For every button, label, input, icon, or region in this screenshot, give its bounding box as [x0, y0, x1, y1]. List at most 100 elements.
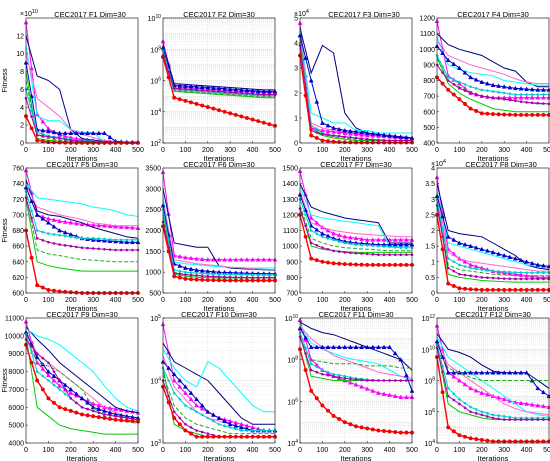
series-marker-9	[35, 133, 39, 137]
series-marker-1	[331, 231, 337, 236]
series-marker-10	[244, 434, 249, 439]
y-tick-label: 600	[12, 291, 24, 298]
series-marker-8	[41, 374, 45, 378]
series-line-3	[436, 36, 549, 86]
series-marker-10	[474, 108, 479, 113]
series-marker-9	[200, 88, 204, 92]
series-marker-1	[188, 255, 194, 261]
series-marker-9	[178, 272, 182, 276]
series-marker-8	[337, 240, 341, 243]
series-marker-10	[261, 278, 266, 283]
series-marker-5	[210, 85, 216, 90]
x-tick-label: 100	[180, 297, 192, 304]
series-marker-9	[388, 253, 391, 257]
series-marker-8	[469, 85, 472, 89]
series-marker-8	[463, 265, 467, 268]
x-tick-label: 500	[543, 447, 550, 454]
plot-area	[26, 18, 138, 143]
series-marker-10	[314, 396, 319, 401]
series-marker-8	[262, 273, 266, 277]
series-marker-5	[540, 389, 546, 395]
series-marker-5	[199, 84, 205, 89]
x-tick-label: 400	[247, 297, 259, 304]
series-marker-8	[223, 424, 226, 428]
series-marker-1	[73, 220, 79, 226]
series-marker-10	[446, 425, 451, 430]
series-marker-10	[211, 434, 216, 439]
series-line-6	[436, 199, 549, 283]
series-marker-1	[524, 95, 530, 100]
series-marker-9	[172, 410, 176, 414]
series-marker-10	[29, 126, 34, 131]
series-marker-9	[86, 246, 89, 250]
series-marker-10	[451, 429, 456, 434]
series-marker-5	[210, 412, 216, 417]
x-tick-label: 400	[384, 147, 396, 154]
series-marker-8	[458, 397, 461, 401]
series-marker-5	[85, 400, 91, 405]
series-marker-9	[514, 277, 517, 281]
series-marker-9	[458, 272, 461, 276]
series-marker-5	[507, 254, 513, 259]
series-line-3	[162, 349, 275, 413]
series-marker-5	[445, 370, 451, 375]
series-marker-9	[119, 248, 123, 252]
series-marker-9	[240, 276, 243, 279]
series-line-4	[436, 41, 549, 85]
x-axis-label: Iterations	[67, 304, 98, 313]
x-axis-label: Iterations	[204, 154, 235, 163]
series-marker-9	[234, 275, 238, 279]
series-marker-8	[480, 268, 484, 271]
series-marker-9	[360, 252, 363, 255]
series-marker-10	[177, 275, 182, 280]
series-marker-8	[486, 89, 489, 92]
x-tick-label: 400	[110, 147, 122, 154]
series-marker-5	[403, 372, 409, 378]
series-marker-9	[497, 277, 500, 280]
x-tick-label: 500	[132, 297, 144, 304]
series-marker-10	[398, 262, 403, 267]
series-marker-1	[512, 95, 518, 100]
series-marker-9	[167, 394, 170, 398]
series-marker-9	[114, 414, 117, 418]
series-line-6	[162, 52, 275, 99]
series-marker-8	[47, 232, 50, 235]
series-marker-9	[80, 246, 84, 249]
series-marker-8	[212, 272, 215, 276]
series-marker-9	[502, 418, 506, 421]
y-tick-label: 108	[424, 377, 435, 386]
series-marker-9	[497, 417, 500, 421]
series-marker-5	[194, 84, 200, 89]
series-marker-10	[513, 112, 518, 117]
series-marker-8	[63, 392, 67, 396]
y-tick-label: 660	[12, 244, 24, 251]
series-line-7	[162, 217, 275, 279]
series-marker-5	[468, 243, 474, 248]
series-marker-8	[315, 232, 319, 235]
series-marker-5	[222, 86, 228, 91]
series-marker-1	[29, 65, 35, 71]
series-marker-8	[469, 266, 472, 270]
series-marker-5	[308, 344, 314, 350]
series-marker-9	[245, 276, 249, 279]
y-tick-label: 108	[150, 45, 161, 54]
series-marker-5	[524, 259, 530, 264]
series-marker-1	[222, 257, 228, 262]
series-marker-5	[40, 216, 46, 221]
series-marker-5	[261, 88, 267, 94]
series-marker-9	[480, 276, 484, 279]
series-marker-10	[40, 387, 45, 392]
series-marker-10	[331, 413, 336, 418]
y-tick-label: 2	[431, 228, 435, 235]
series-marker-9	[349, 377, 352, 381]
series-marker-10	[463, 101, 468, 106]
series-marker-9	[321, 132, 324, 136]
series-marker-10	[370, 262, 375, 267]
y-axis-label: Fitness	[0, 68, 9, 92]
series-marker-8	[508, 270, 512, 274]
x-tick-label: 500	[543, 147, 550, 154]
x-axis-label: Iterations	[204, 304, 235, 313]
series-marker-9	[189, 88, 193, 91]
y-axis-label: Fitness	[0, 368, 9, 392]
